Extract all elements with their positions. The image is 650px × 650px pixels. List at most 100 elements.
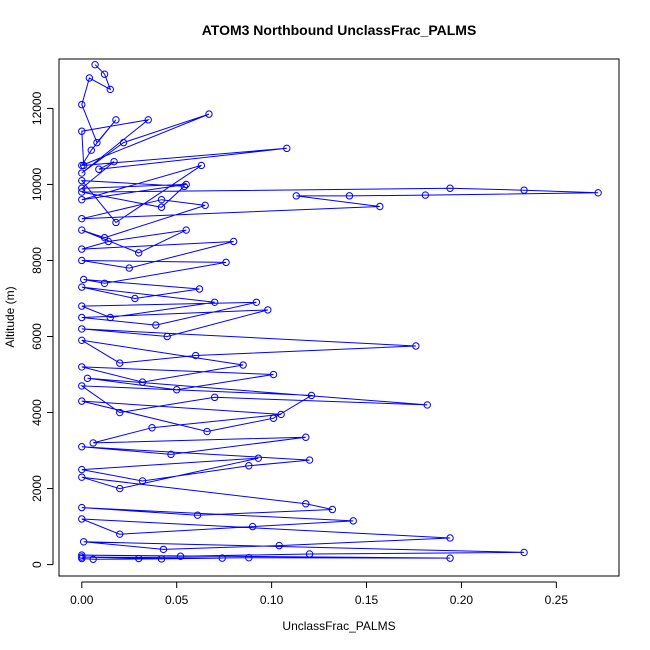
data-point xyxy=(264,306,272,314)
data-point xyxy=(305,550,314,558)
data-point xyxy=(78,256,86,265)
data-point xyxy=(100,233,109,242)
data-point xyxy=(307,391,316,400)
data-point xyxy=(116,484,124,493)
data-point xyxy=(197,161,206,170)
data-point xyxy=(195,285,204,293)
data-point xyxy=(423,401,431,409)
data-point xyxy=(328,505,337,514)
data-point xyxy=(520,548,528,557)
data-point xyxy=(239,361,247,369)
data-point xyxy=(182,226,190,234)
data-point xyxy=(78,184,86,192)
data-point xyxy=(252,298,261,306)
data-point xyxy=(85,74,94,82)
data-point xyxy=(292,192,300,200)
data-point xyxy=(78,325,86,333)
data-point xyxy=(79,275,88,284)
data-point xyxy=(78,188,86,196)
data-point xyxy=(594,189,602,197)
data-point xyxy=(100,279,109,287)
data-point xyxy=(345,192,354,200)
data-point xyxy=(148,424,156,432)
data-point xyxy=(159,545,168,554)
data-point xyxy=(78,169,86,177)
x-tick-label: 0.05 xyxy=(165,593,189,607)
y-axis: 0 2000 4000 6000 8000 10000 12000 xyxy=(30,91,54,568)
data-point xyxy=(112,116,120,124)
x-axis-label: UnclassFrac_PALMS xyxy=(282,619,395,633)
data-point xyxy=(138,378,147,386)
data-point xyxy=(78,473,86,481)
data-point xyxy=(78,443,86,451)
data-point xyxy=(79,538,88,546)
data-point xyxy=(106,85,114,94)
data-point xyxy=(83,374,92,383)
data-point xyxy=(78,245,86,253)
data-point xyxy=(78,283,86,291)
y-tick-label: 12000 xyxy=(30,91,44,125)
data-point xyxy=(218,554,226,562)
x-tick-label: 0.15 xyxy=(355,593,379,607)
data-point xyxy=(89,555,97,563)
data-point xyxy=(78,176,86,185)
data-point xyxy=(446,534,454,542)
plot-frame xyxy=(58,58,620,577)
data-point xyxy=(78,554,86,563)
data-point xyxy=(210,393,219,402)
y-tick-label: 2000 xyxy=(30,475,44,502)
data-point xyxy=(376,202,384,211)
data-point xyxy=(78,382,86,390)
y-tick-label: 0 xyxy=(30,561,44,568)
x-tick-label: 0.00 xyxy=(70,593,94,607)
data-point xyxy=(210,298,219,306)
data-point xyxy=(157,195,166,204)
data-point xyxy=(201,201,209,210)
data-point xyxy=(283,144,291,153)
data-point xyxy=(78,363,86,371)
data-point xyxy=(254,454,263,462)
data-point xyxy=(205,110,213,118)
data-point xyxy=(176,552,185,560)
data-point xyxy=(100,70,109,78)
y-tick-label: 8000 xyxy=(30,247,44,274)
data-point xyxy=(305,456,314,464)
data-point xyxy=(277,410,285,419)
data-point xyxy=(163,332,171,341)
data-point xyxy=(78,226,86,234)
data-point xyxy=(446,554,454,562)
data-point xyxy=(172,386,181,394)
data-point xyxy=(222,258,230,267)
data-point xyxy=(193,511,202,519)
data-point xyxy=(93,138,101,147)
data-point xyxy=(135,554,143,563)
data-point xyxy=(203,427,211,436)
data-point xyxy=(78,551,86,559)
data-point xyxy=(78,195,86,204)
data-point xyxy=(91,61,99,69)
y-tick-label: 6000 xyxy=(30,323,44,350)
data-point xyxy=(78,214,86,223)
data-point xyxy=(119,138,128,147)
data-point xyxy=(421,191,430,199)
data-point xyxy=(144,116,152,124)
data-point xyxy=(116,408,124,417)
x-tick-label: 0.10 xyxy=(260,593,284,607)
data-point xyxy=(245,462,253,470)
x-axis: 0.00 0.05 0.10 0.15 0.20 0.25 xyxy=(70,581,568,607)
series-line xyxy=(80,64,599,560)
series-layer xyxy=(78,61,602,563)
data-point xyxy=(78,515,86,523)
data-point xyxy=(135,249,143,257)
data-point xyxy=(446,184,454,192)
data-point xyxy=(125,264,133,272)
data-point xyxy=(269,414,278,422)
data-point xyxy=(78,503,86,512)
data-point xyxy=(104,237,113,246)
data-point xyxy=(95,165,103,173)
data-point xyxy=(245,554,253,562)
data-point xyxy=(78,127,86,135)
data-point xyxy=(87,146,95,154)
y-axis-label: Altitude (m) xyxy=(3,286,17,347)
